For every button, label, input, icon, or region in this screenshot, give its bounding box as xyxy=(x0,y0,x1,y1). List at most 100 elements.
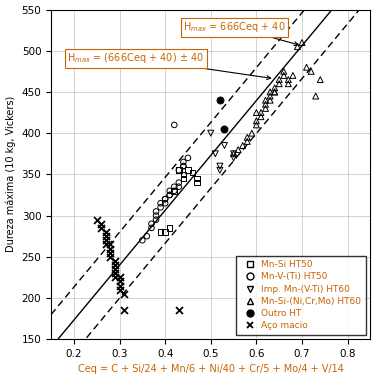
Point xyxy=(276,76,282,82)
Point xyxy=(290,73,296,79)
Point xyxy=(271,89,277,95)
Point xyxy=(98,221,104,227)
Point xyxy=(103,237,109,243)
Point xyxy=(171,122,177,128)
Point xyxy=(121,307,127,314)
Point xyxy=(112,262,118,268)
Point xyxy=(253,109,259,116)
Text: H$_{max}$ = (666Ceq + 40) ± 40: H$_{max}$ = (666Ceq + 40) ± 40 xyxy=(67,51,271,79)
Point xyxy=(149,225,155,231)
Point xyxy=(176,167,182,173)
Point xyxy=(103,241,109,247)
Point xyxy=(176,167,182,173)
Point xyxy=(258,114,264,120)
Point xyxy=(117,274,123,280)
Point xyxy=(271,85,277,91)
Point xyxy=(176,184,182,190)
Point xyxy=(162,196,168,202)
Point xyxy=(153,212,159,218)
Point xyxy=(171,188,177,194)
Point xyxy=(180,163,186,169)
Point xyxy=(153,208,159,214)
Point xyxy=(180,171,186,177)
Point xyxy=(230,155,237,161)
Point xyxy=(240,142,246,149)
Point xyxy=(281,68,287,74)
Point xyxy=(267,93,273,99)
Point xyxy=(262,97,268,103)
Point xyxy=(180,159,186,165)
Point xyxy=(221,142,227,149)
X-axis label: Ceq = C + Si/24 + Mn/6 + Ni/40 + Cr/5 + Mo/4 + V/14: Ceq = C + Si/24 + Mn/6 + Ni/40 + Cr/5 + … xyxy=(78,364,344,374)
Point xyxy=(117,287,123,293)
Point xyxy=(276,81,282,87)
Point xyxy=(162,196,168,202)
Point xyxy=(258,109,264,116)
Point xyxy=(167,192,173,198)
Point xyxy=(217,167,223,173)
Point xyxy=(230,151,237,157)
Point xyxy=(285,76,291,82)
Point xyxy=(139,237,146,243)
Point xyxy=(158,204,164,211)
Point xyxy=(180,163,186,169)
Point xyxy=(103,229,109,235)
Point xyxy=(285,81,291,87)
Point xyxy=(212,151,218,157)
Point xyxy=(162,200,168,206)
Point xyxy=(158,200,164,206)
Point xyxy=(180,176,186,182)
Point xyxy=(281,73,287,79)
Point xyxy=(303,64,309,70)
Point xyxy=(162,229,168,235)
Point xyxy=(176,307,182,314)
Point xyxy=(167,225,173,231)
Point xyxy=(167,192,173,198)
Point xyxy=(94,217,100,223)
Point xyxy=(249,130,255,136)
Point xyxy=(244,134,250,140)
Point xyxy=(194,180,200,186)
Point xyxy=(235,147,241,153)
Point xyxy=(208,130,214,136)
Point xyxy=(176,167,182,173)
Point xyxy=(217,97,223,103)
Point xyxy=(108,254,114,260)
Point xyxy=(112,266,118,272)
Text: H$_{max}$ = 666Ceq + 40: H$_{max}$ = 666Ceq + 40 xyxy=(183,20,298,46)
Y-axis label: Dureza máxima (10 kg, Vickers): Dureza máxima (10 kg, Vickers) xyxy=(6,96,16,252)
Point xyxy=(167,188,173,194)
Point xyxy=(317,76,323,82)
Point xyxy=(98,225,104,231)
Point xyxy=(262,101,268,108)
Point xyxy=(253,118,259,124)
Point xyxy=(176,180,182,186)
Point xyxy=(108,241,114,247)
Point xyxy=(149,221,155,227)
Point xyxy=(294,44,300,50)
Point xyxy=(267,97,273,103)
Point xyxy=(190,170,196,176)
Point xyxy=(171,188,177,194)
Point xyxy=(108,250,114,256)
Point xyxy=(230,151,237,157)
Point xyxy=(299,40,305,46)
Point xyxy=(108,245,114,252)
Point xyxy=(217,163,223,169)
Point xyxy=(194,176,200,182)
Point xyxy=(171,184,177,190)
Point xyxy=(244,138,250,144)
Point xyxy=(158,229,164,235)
Point xyxy=(153,217,159,223)
Point xyxy=(112,274,118,280)
Point xyxy=(271,89,277,95)
Point xyxy=(253,122,259,128)
Point xyxy=(185,167,191,173)
Point xyxy=(112,258,118,264)
Point xyxy=(117,279,123,285)
Point xyxy=(121,291,127,297)
Legend: Mn-Si HT50, Mn-V-(Ti) HT50, Imp. Mn-(V-Ti) HT60, Mn-Si-(Ni,Cr,Mo) HT60, Outro HT: Mn-Si HT50, Mn-V-(Ti) HT50, Imp. Mn-(V-T… xyxy=(236,256,366,335)
Point xyxy=(103,233,109,239)
Point xyxy=(144,233,150,239)
Point xyxy=(117,283,123,289)
